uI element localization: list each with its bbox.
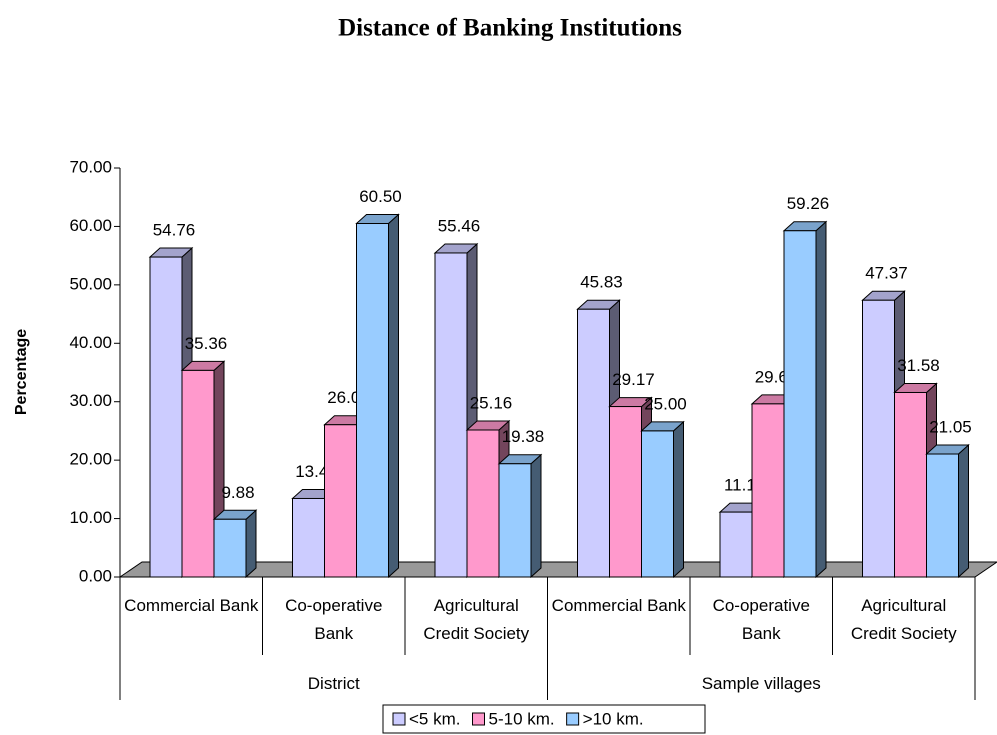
bar-front: [719, 511, 753, 578]
bar-side: [245, 509, 257, 579]
x-tick-label: Commercial Bank: [124, 596, 259, 615]
value-label: 31.58: [897, 356, 940, 375]
value-label: 29.17: [612, 370, 655, 389]
legend-box: [382, 704, 706, 734]
bar-front: [356, 223, 389, 578]
value-label: 55.46: [438, 216, 481, 235]
bar: [212, 509, 258, 579]
bar-front: [213, 518, 247, 578]
bar-front: [498, 463, 532, 578]
y-tick-label: 60.00: [69, 216, 112, 235]
value-label: 21.05: [929, 417, 972, 436]
value-label: 25.00: [644, 394, 687, 413]
bar-front: [577, 308, 610, 578]
y-tick-label: 50.00: [69, 274, 112, 293]
value-label: 19.38: [502, 427, 545, 446]
legend-label: >10 km.: [583, 709, 644, 728]
bar-side: [388, 213, 399, 579]
y-tick-label: 70.00: [69, 157, 112, 176]
bar-front: [466, 429, 500, 578]
bar-front: [783, 230, 817, 578]
bar: [640, 420, 685, 579]
bar: [782, 220, 828, 579]
bar-front: [862, 299, 895, 578]
bar-front: [434, 252, 468, 578]
bar-side: [815, 220, 827, 579]
value-label: 9.88: [221, 483, 254, 502]
bar-side: [958, 443, 969, 579]
chart-title: Distance of Banking Institutions: [338, 15, 682, 42]
bar: [433, 242, 479, 579]
bar-side: [530, 453, 542, 579]
bar-front: [181, 369, 215, 578]
value-label: 54.76: [153, 221, 196, 240]
value-label: 60.50: [359, 187, 402, 206]
x-tick-label: Agricultural Credit Society: [423, 596, 530, 643]
legend-label: <5 km.: [409, 709, 461, 728]
bar-side: [673, 420, 684, 579]
bar: [925, 443, 970, 579]
bar-front: [149, 256, 183, 578]
bar-front: [926, 453, 959, 578]
legend-swatch: [472, 712, 485, 726]
x-tick-label: Commercial Bank: [551, 596, 686, 615]
value-label: 59.26: [787, 194, 830, 213]
y-tick-label: 20.00: [69, 450, 112, 469]
value-label: 45.83: [580, 273, 623, 292]
y-axis-label: Percentage: [13, 329, 30, 415]
y-tick-label: 10.00: [69, 508, 112, 527]
bar-front: [324, 424, 357, 578]
bar-front: [609, 406, 642, 578]
y-tick-label: 0.00: [79, 566, 112, 585]
bar: [355, 213, 400, 579]
x-tick-label: Co-operative Bank: [285, 596, 383, 643]
bar-front: [641, 430, 674, 578]
group-label: District: [307, 674, 360, 693]
x-tick-label: Agricultural Credit Society: [850, 596, 957, 643]
legend-swatch: [392, 712, 406, 726]
y-tick-label: 40.00: [69, 333, 112, 352]
legend-swatch: [566, 712, 580, 726]
value-label: 35.36: [185, 334, 228, 353]
group-label: Sample villages: [701, 674, 821, 693]
x-tick-label: Co-operative Bank: [712, 596, 810, 643]
value-label: 47.37: [865, 264, 908, 283]
bar: [497, 453, 543, 579]
y-tick-label: 30.00: [69, 391, 112, 410]
value-label: 25.16: [470, 393, 513, 412]
bar-front: [751, 403, 785, 578]
bar-front: [292, 497, 325, 578]
bar-front: [894, 391, 927, 578]
legend-label: 5-10 km.: [489, 709, 555, 728]
